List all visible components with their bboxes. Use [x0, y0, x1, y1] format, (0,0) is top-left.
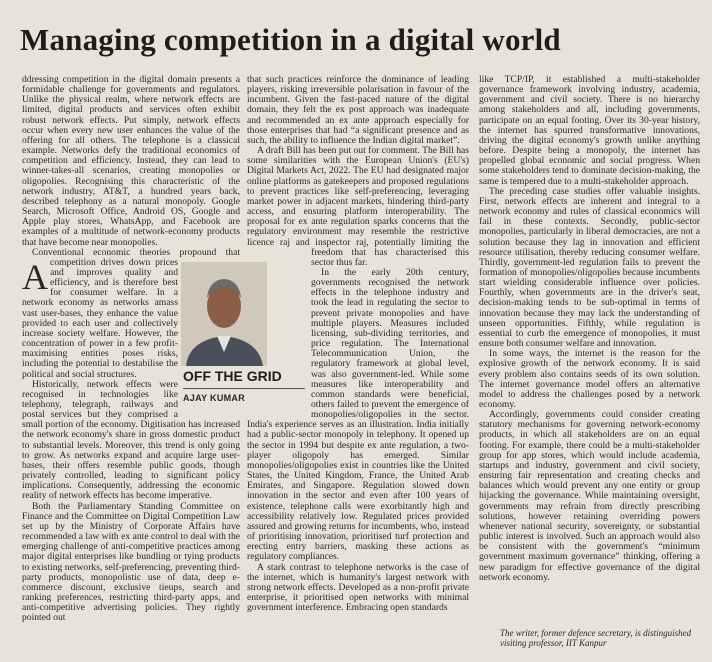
author-name: AJAY KUMAR — [183, 393, 246, 403]
paragraph: Conventional economic theories propound … — [22, 246, 240, 380]
paragraph: like TCP/IP, it established a multi-stak… — [479, 75, 700, 187]
paragraph: Accordingly, governments could consider … — [479, 409, 700, 583]
paragraph: In some ways, the internet is the reason… — [479, 348, 700, 410]
drop-cap: A — [22, 257, 48, 297]
rule — [183, 388, 305, 389]
paragraph: that such practices reinforce the domina… — [247, 75, 469, 146]
paragraph: In the early 20th century, governments r… — [247, 266, 469, 563]
paragraph: A draft Bill has been put out for commen… — [247, 145, 469, 268]
column: like TCP/IP, it established a multi-stak… — [479, 75, 700, 623]
column-name: OFF THE GRID — [183, 368, 282, 384]
paragraph: Both the Parliamentary Standing Committe… — [22, 500, 240, 624]
footnote: The writer, former defence secretary, is… — [500, 628, 692, 648]
paragraph: Historically, network effects were recog… — [22, 378, 240, 502]
author-photo — [181, 262, 267, 366]
headline: Managing competition in a digital world — [20, 22, 561, 57]
paragraph: A stark contrast to telephone networks i… — [247, 561, 469, 614]
column: that such practices reinforce the domina… — [247, 75, 469, 657]
paragraph: The preceding case studies offer valuabl… — [479, 185, 700, 350]
